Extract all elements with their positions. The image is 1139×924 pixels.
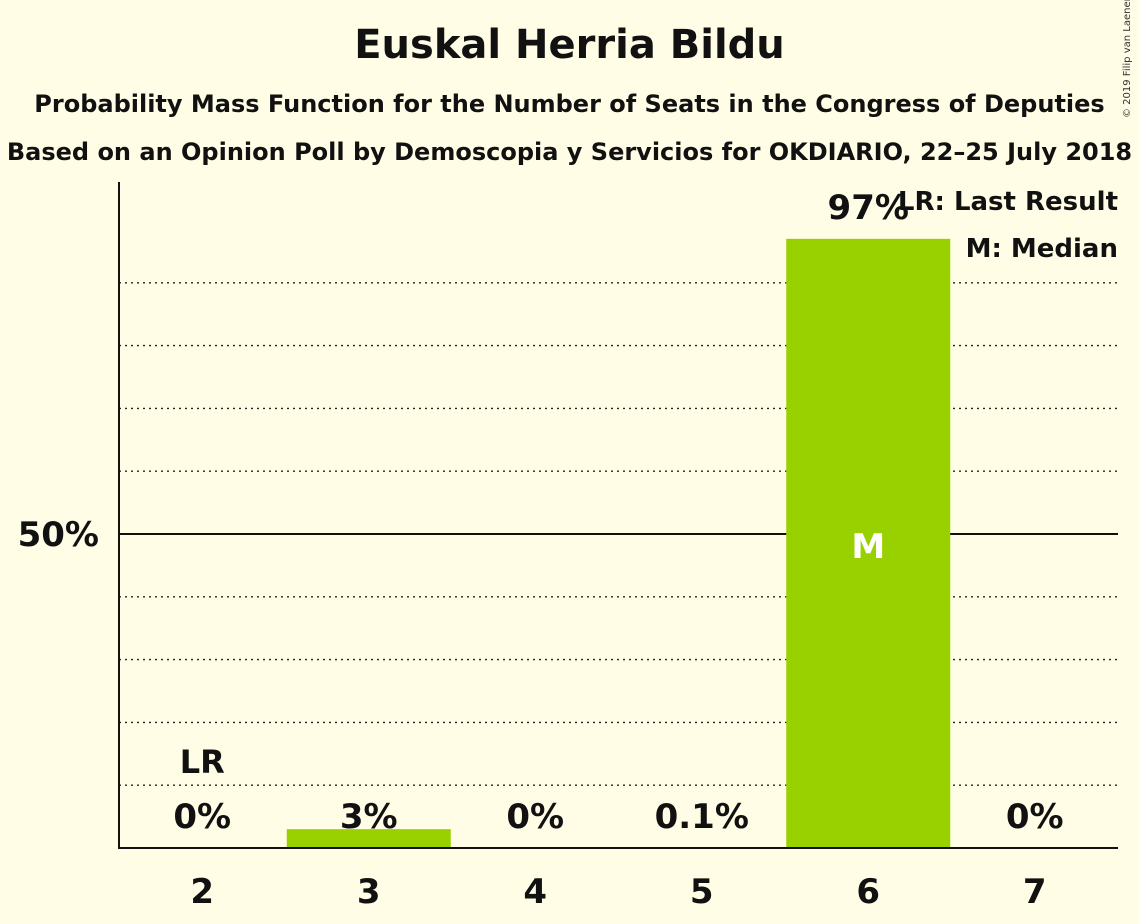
value-label-4: 0% [506,797,564,837]
x-tick-label-3: 3 [357,872,381,912]
median-marker: M [851,527,885,567]
y-tick-label-50: 50% [18,515,99,555]
value-label-3: 3% [340,797,398,837]
legend-median: M: Median [966,234,1118,264]
chart-source: Based on an Opinion Poll by Demoscopia y… [6,138,1133,166]
bar-6 [786,238,951,849]
last-result-marker: LR [180,743,225,781]
value-label-2: 0% [173,797,231,837]
value-label-7: 0% [1006,797,1064,837]
legend-last-result: LR: Last Result [898,187,1118,217]
x-tick-label-6: 6 [856,872,880,912]
x-tick-label-7: 7 [1023,872,1047,912]
x-tick-label-2: 2 [190,872,214,912]
value-label-5: 0.1% [655,797,749,837]
value-label-6: 97% [828,188,909,228]
x-tick-label-4: 4 [523,872,547,912]
chart-subtitle: Probability Mass Function for the Number… [34,90,1105,118]
chart-title: Euskal Herria Bildu [354,22,785,68]
bar-3 [286,829,451,848]
x-tick-label-5: 5 [690,872,714,912]
